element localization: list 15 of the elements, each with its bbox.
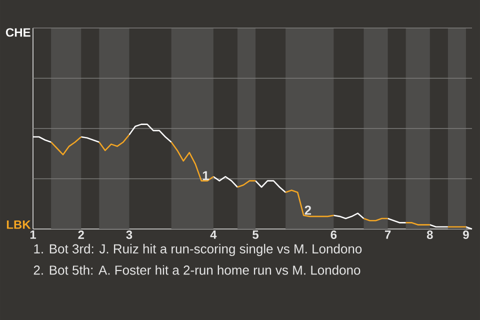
x-tick-label: 2 bbox=[78, 230, 84, 239]
annotation: 2 bbox=[304, 206, 312, 215]
annotation: 1 bbox=[202, 171, 209, 180]
x-tick-label: 9 bbox=[463, 230, 469, 240]
x-tick-label: 3 bbox=[126, 230, 132, 240]
x-tick-label: 6 bbox=[330, 230, 337, 240]
x-tick-label: 5 bbox=[252, 230, 259, 239]
x-tick-label: 7 bbox=[384, 230, 391, 239]
x-tick-label: 1 bbox=[30, 230, 36, 239]
x-tick-label: 4 bbox=[210, 230, 217, 239]
text: 2. Bot 5th: A. Foster hit a 2-run home run vs M. Londono bbox=[34, 265, 360, 275]
text: LBK bbox=[6, 220, 31, 229]
text: 1. Bot 3rd: J. Ruiz hit a run-scoring single vs M. Londono bbox=[34, 244, 362, 256]
text: CHE bbox=[6, 28, 30, 37]
x-tick-label: 8 bbox=[426, 230, 433, 240]
